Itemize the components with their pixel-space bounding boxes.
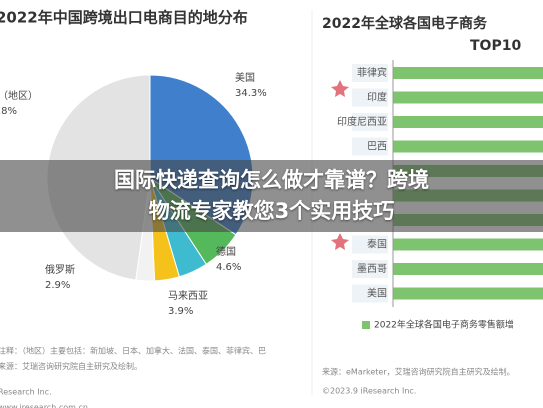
slice-value: 4.6% <box>216 262 241 273</box>
note: 来源：艾瑞咨询研究院自主研究及绘制。 <box>0 361 142 371</box>
banner-line: 国际快递查询怎么做才靠谱？跨境 <box>114 168 429 192</box>
slice-value: 2.9% <box>45 280 70 291</box>
note: www.iresearch.com.cn <box>0 403 88 408</box>
note: Research Inc. <box>0 388 52 397</box>
slice-value: 34.3% <box>235 88 267 99</box>
slice-label: 俄罗斯 <box>45 263 75 276</box>
label-bg <box>352 64 388 82</box>
note: 注释：（地区）主要包括：新加坡、日本、加拿大、法国、泰国、菲律宾、巴 <box>0 346 266 356</box>
star <box>331 80 349 97</box>
banner-line: 物流专家教您3个实用技巧 <box>148 199 395 223</box>
label-bg <box>352 113 388 131</box>
bar <box>393 67 543 79</box>
label-bg <box>352 284 388 303</box>
slice-label: 马来西亚 <box>168 290 208 302</box>
category-label: 泰国 <box>367 238 387 251</box>
label-bg <box>352 137 388 156</box>
star <box>331 233 349 250</box>
bar <box>393 263 543 275</box>
bar <box>393 238 543 251</box>
legend-label: 2022年全球各国电子商务零售额增 <box>374 319 514 331</box>
label-bg <box>352 235 388 254</box>
chart-title: 2022年中国跨境出口电商目的地分布 <box>0 9 248 27</box>
slice-value: 3.9% <box>168 306 193 317</box>
bar <box>393 140 543 153</box>
chart-title: 2022年全球各国电子商务 <box>322 15 488 32</box>
slice-label: （地区） <box>0 89 38 102</box>
category-label: 巴西 <box>367 141 387 153</box>
label-bg <box>352 260 388 278</box>
legend-swatch <box>362 321 370 329</box>
slice-label: 美国 <box>235 71 255 84</box>
bar <box>393 116 543 128</box>
category-label: 印度 <box>367 91 387 104</box>
category-label: 墨西哥 <box>357 263 387 275</box>
note: ©2023.9 iResearch Inc. <box>322 387 416 396</box>
bar <box>393 91 543 104</box>
banner: 国际快递查询怎么做才靠谱？跨境 物流专家教您3个实用技巧 <box>0 160 543 232</box>
note: 来源：eMarketer，艾瑞咨询研究院自主研究及绘制。 <box>322 367 515 377</box>
category-label: 菲律宾 <box>357 66 387 79</box>
slice-value: .8% <box>0 106 17 117</box>
label-bg <box>352 88 388 107</box>
category-label: 印度尼西亚 <box>337 115 387 128</box>
slice-label: 德国 <box>216 245 236 258</box>
bar <box>393 287 543 300</box>
chart-subtitle: TOP10 <box>470 38 521 54</box>
category-label: 美国 <box>367 287 387 300</box>
